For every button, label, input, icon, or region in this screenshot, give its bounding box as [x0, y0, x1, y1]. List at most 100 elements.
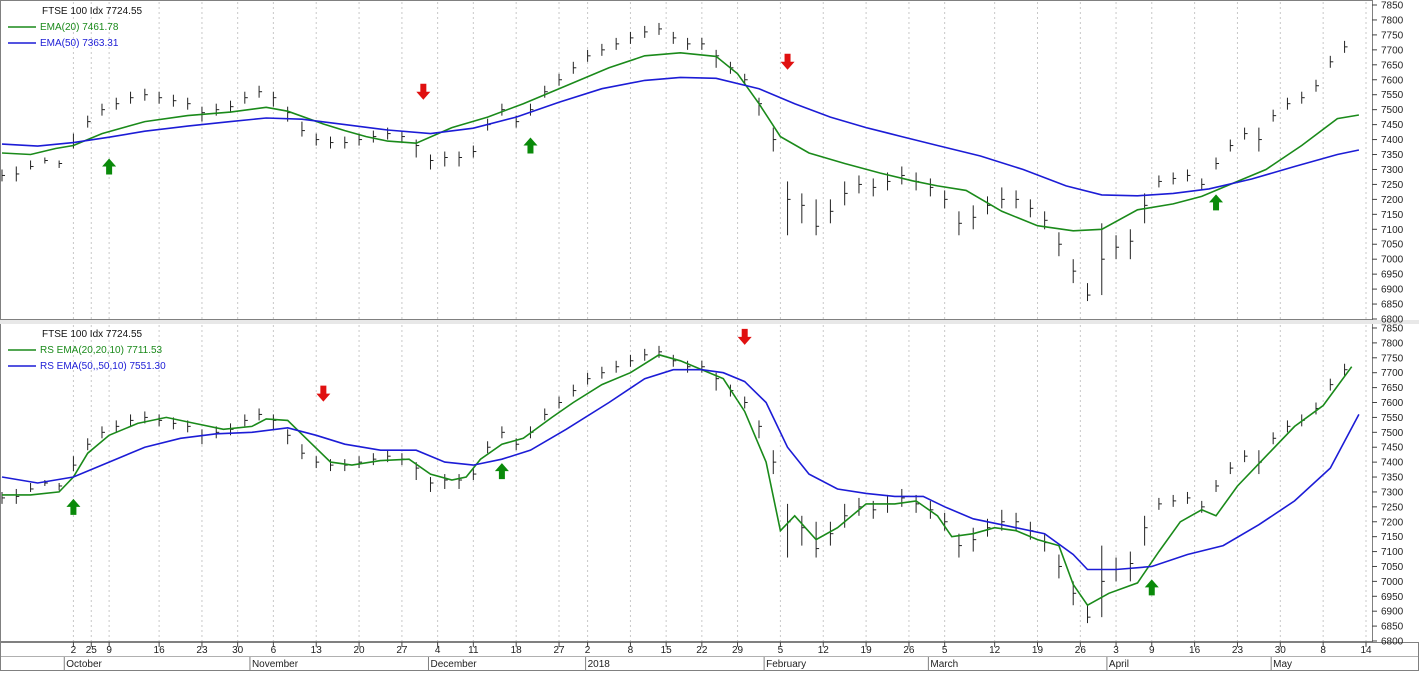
month-label: May	[1273, 659, 1292, 670]
legend-label: RS EMA(50,,50,10) 7551.30	[40, 361, 166, 372]
buy-arrow-icon	[66, 498, 81, 515]
month-label: March	[930, 659, 958, 670]
x-tick-label: 5	[942, 645, 948, 656]
y-tick-label: 7150	[1381, 532, 1404, 543]
month-label: April	[1109, 659, 1129, 670]
y-tick-label: 7300	[1381, 487, 1404, 498]
panel-divider	[0, 320, 1419, 324]
sell-arrow-icon	[416, 83, 431, 100]
y-tick-label: 7250	[1381, 502, 1404, 513]
x-tick-label: 8	[1320, 645, 1326, 656]
y-tick-label: 7850	[1381, 323, 1404, 334]
y-tick-label: 6850	[1381, 300, 1404, 311]
month-label: February	[766, 659, 806, 670]
x-tick-label: 16	[154, 645, 166, 656]
y-tick-label: 7650	[1381, 60, 1404, 71]
x-tick-label: 8	[628, 645, 634, 656]
y-tick-label: 7250	[1381, 180, 1404, 191]
x-tick-label: 11	[468, 645, 479, 656]
x-tick-label: 26	[903, 645, 915, 656]
x-tick-label: 9	[106, 645, 112, 656]
x-tick-label: 9	[1149, 645, 1155, 656]
month-label: 2018	[588, 659, 611, 670]
y-tick-label: 7650	[1381, 383, 1404, 394]
y-tick-label: 7000	[1381, 577, 1404, 588]
y-tick-label: 7800	[1381, 338, 1404, 349]
y-tick-label: 7750	[1381, 353, 1404, 364]
y-tick-label: 6850	[1381, 622, 1404, 633]
y-tick-label: 7700	[1381, 368, 1404, 379]
panel-header: FTSE 100 Idx 7724.55	[42, 329, 143, 340]
legend-label: RS EMA(20,20,10) 7711.53	[40, 345, 163, 356]
y-tick-label: 7350	[1381, 473, 1404, 484]
x-tick-label: 23	[1232, 645, 1244, 656]
y-tick-label: 7850	[1381, 0, 1404, 11]
buy-arrow-icon	[102, 158, 117, 175]
y-tick-label: 7600	[1381, 75, 1404, 86]
panel-header: FTSE 100 Idx 7724.55	[42, 6, 143, 17]
x-tick-label: 2	[585, 645, 591, 656]
y-tick-label: 6800	[1381, 315, 1404, 326]
x-tick-label: 12	[818, 645, 830, 656]
x-tick-label: 14	[1360, 645, 1372, 656]
x-tick-label: 18	[511, 645, 523, 656]
x-tick-label: 4	[435, 645, 441, 656]
x-tick-label: 15	[661, 645, 673, 656]
buy-arrow-icon	[1144, 579, 1159, 596]
y-tick-label: 7750	[1381, 30, 1404, 41]
x-tick-label: 19	[1032, 645, 1044, 656]
buy-arrow-icon	[1209, 194, 1224, 211]
x-tick-label: 23	[196, 645, 208, 656]
x-tick-label: 19	[861, 645, 873, 656]
x-tick-label: 25	[86, 645, 98, 656]
buy-arrow-icon	[523, 137, 538, 154]
x-tick-label: 20	[354, 645, 366, 656]
x-tick-label: 26	[1075, 645, 1087, 656]
panel-frame	[0, 0, 1373, 320]
y-tick-label: 7200	[1381, 195, 1404, 206]
y-tick-label: 7000	[1381, 255, 1404, 266]
month-label: November	[252, 659, 299, 670]
x-tick-label: 6	[271, 645, 277, 656]
sell-arrow-icon	[780, 53, 795, 70]
y-tick-label: 6800	[1381, 637, 1404, 648]
series-line-green	[1, 51, 1360, 232]
y-tick-label: 7150	[1381, 210, 1404, 221]
y-tick-label: 7450	[1381, 120, 1404, 131]
series-line-blue	[1, 368, 1360, 571]
month-label: October	[66, 659, 102, 670]
sell-arrow-icon	[737, 328, 752, 345]
series-line-blue	[1, 76, 1360, 197]
x-tick-label: 13	[311, 645, 323, 656]
x-tick-label: 5	[778, 645, 784, 656]
x-tick-label: 22	[696, 645, 708, 656]
y-tick-label: 7100	[1381, 547, 1404, 558]
y-tick-label: 7800	[1381, 15, 1404, 26]
legend-label: EMA(50) 7363.31	[40, 38, 119, 49]
y-tick-label: 7400	[1381, 135, 1404, 146]
y-tick-label: 7450	[1381, 443, 1404, 454]
x-tick-label: 3	[1113, 645, 1119, 656]
y-tick-label: 7500	[1381, 105, 1404, 116]
x-tick-label: 29	[732, 645, 744, 656]
x-tick-label: 30	[232, 645, 244, 656]
y-tick-label: 6950	[1381, 592, 1404, 603]
y-tick-label: 7050	[1381, 562, 1404, 573]
buy-arrow-icon	[494, 463, 509, 480]
x-tick-label: 27	[396, 645, 408, 656]
y-tick-label: 6900	[1381, 285, 1404, 296]
y-tick-label: 7050	[1381, 240, 1404, 251]
y-tick-label: 7200	[1381, 517, 1404, 528]
y-tick-label: 7300	[1381, 165, 1404, 176]
x-tick-label: 30	[1275, 645, 1287, 656]
y-tick-label: 7400	[1381, 458, 1404, 469]
y-tick-label: 7550	[1381, 90, 1404, 101]
x-tick-label: 12	[989, 645, 1001, 656]
y-tick-label: 7350	[1381, 150, 1404, 161]
y-tick-label: 7500	[1381, 428, 1404, 439]
legend-label: EMA(20) 7461.78	[40, 22, 119, 33]
x-tick-label: 16	[1189, 645, 1201, 656]
y-tick-label: 6950	[1381, 270, 1404, 281]
